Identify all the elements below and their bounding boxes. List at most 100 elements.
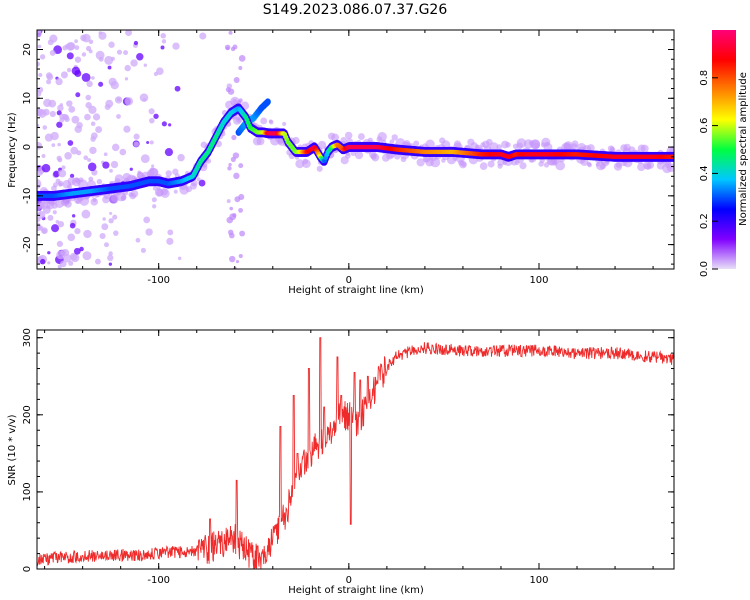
- ridge-halo: [160, 188, 170, 198]
- noise-blob: [81, 209, 91, 219]
- noise-blob: [168, 123, 172, 127]
- noise-blob: [37, 142, 43, 150]
- noise-blob: [108, 218, 114, 224]
- noise-blob: [40, 258, 46, 265]
- noise-blob: [42, 125, 48, 130]
- snr-xlabel: Height of straight line (km): [288, 585, 424, 596]
- ridge-halo: [505, 142, 511, 148]
- noise-blob: [153, 113, 159, 119]
- noise-blob: [139, 93, 149, 102]
- noise-blob: [177, 153, 185, 162]
- noise-blob: [74, 45, 80, 51]
- noise-blob: [107, 65, 112, 70]
- noise-blob: [81, 73, 91, 82]
- ridge-halo: [586, 144, 595, 152]
- noise-blob: [111, 143, 120, 152]
- noise-blob: [174, 85, 181, 92]
- noise-blob: [70, 146, 79, 155]
- noise-blob: [84, 113, 91, 121]
- noise-blob: [69, 173, 75, 179]
- ridge-halo: [331, 133, 339, 142]
- noise-blob: [88, 39, 94, 45]
- noise-blob: [39, 54, 46, 60]
- noise-blob: [66, 67, 72, 73]
- noise-blob: [104, 242, 109, 248]
- colorbar: 0.0 0.2 0.4 0.6 0.8 Normalized spectral ampl…: [699, 30, 749, 277]
- noise-blob: [59, 260, 67, 268]
- noise-blob: [37, 217, 41, 223]
- ridge-halo: [295, 159, 305, 169]
- noise-blob: [161, 121, 167, 127]
- noise-blob: [51, 143, 56, 147]
- noise-blob: [140, 154, 150, 164]
- noise-blob: [151, 164, 155, 168]
- noise-blob: [68, 105, 76, 113]
- colorbar-axis: 0.0 0.2 0.4 0.6 0.8: [699, 70, 718, 277]
- noise-blob: [55, 220, 60, 224]
- noise-blob: [85, 45, 92, 52]
- ridge-halo: [357, 133, 365, 141]
- ridge-halo: [453, 140, 462, 148]
- noise-blob: [64, 152, 72, 160]
- snr-plot-area: [37, 337, 674, 569]
- noise-blob: [47, 214, 54, 221]
- colorbar-tick-label: 0.8: [699, 70, 710, 86]
- ridge-halo: [344, 131, 353, 140]
- noise-blob: [123, 50, 129, 56]
- ridge-halo: [292, 136, 300, 145]
- ridge-halo: [165, 170, 172, 177]
- ridge-halo: [233, 116, 242, 125]
- noise-blob: [231, 134, 237, 141]
- snr-axes: -100 0 100 0 100 200 300: [22, 328, 674, 586]
- ridge-halo: [413, 140, 420, 147]
- ridge-halo: [519, 162, 527, 170]
- noise-blob: [113, 230, 119, 236]
- y-tick-label: -10: [22, 188, 33, 204]
- noise-blob: [37, 61, 40, 67]
- ridge-halo: [110, 194, 119, 203]
- ridge-halo: [96, 178, 103, 185]
- ridge-halo: [51, 199, 57, 205]
- noise-blob: [130, 59, 138, 67]
- noise-blob: [73, 247, 81, 255]
- noise-blob: [86, 80, 93, 88]
- noise-blob: [232, 152, 240, 159]
- ridge-halo: [370, 153, 377, 160]
- y-tick-label: 100: [22, 482, 33, 501]
- noise-blob: [98, 81, 104, 87]
- ridge-halo: [533, 142, 540, 149]
- noise-blob: [124, 64, 131, 72]
- ridge-halo: [354, 151, 364, 160]
- noise-blob: [232, 44, 238, 50]
- noise-blob: [83, 229, 92, 239]
- noise-blob: [37, 30, 42, 34]
- noise-blob: [160, 45, 165, 50]
- noise-blob: [71, 115, 80, 124]
- noise-blob: [99, 232, 106, 240]
- noise-blob: [124, 97, 134, 106]
- noise-blob: [82, 33, 91, 43]
- noise-blob: [101, 223, 109, 231]
- noise-blob: [63, 254, 72, 263]
- noise-blob: [143, 216, 151, 224]
- ridge-halo: [268, 119, 273, 124]
- noise-blob: [149, 140, 154, 145]
- noise-blob: [41, 153, 46, 158]
- noise-blob: [52, 210, 57, 215]
- ridge-halo: [232, 98, 237, 104]
- noise-blob: [47, 251, 51, 255]
- noise-blob: [104, 103, 111, 110]
- noise-blob: [133, 40, 139, 46]
- ridge-halo: [130, 189, 139, 198]
- noise-blob: [69, 222, 76, 229]
- noise-blob: [160, 32, 167, 39]
- noise-blob: [199, 32, 207, 40]
- noise-blob: [233, 172, 240, 180]
- noise-blob: [67, 233, 76, 242]
- noise-blob: [123, 125, 131, 133]
- ridge-halo: [516, 142, 523, 150]
- noise-blob: [57, 220, 65, 228]
- noise-blob: [64, 116, 70, 122]
